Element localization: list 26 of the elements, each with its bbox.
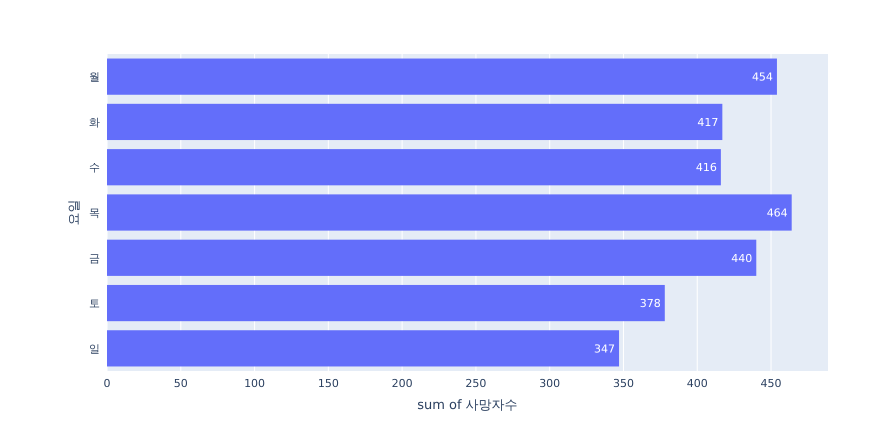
- data-label: 417: [697, 116, 718, 129]
- data-label: 454: [752, 70, 773, 84]
- data-label: 378: [640, 297, 661, 310]
- data-label: 347: [594, 342, 616, 356]
- x-axis-title: sum of 사망자수: [417, 398, 518, 413]
- x-tick-label: 300: [539, 377, 560, 390]
- x-tick-label: 200: [392, 377, 413, 390]
- x-tick-label: 350: [612, 377, 634, 390]
- y-tick-label: 월: [89, 70, 100, 84]
- x-tick-label: 250: [465, 377, 486, 390]
- x-tick-label: 100: [244, 377, 266, 390]
- x-tick-label: 450: [760, 377, 782, 390]
- y-tick-label: 토: [89, 297, 100, 310]
- y-tick-label: 일: [89, 342, 100, 356]
- y-tick-label: 화: [89, 116, 100, 129]
- y-tick-label: 금: [89, 252, 100, 265]
- y-tick-label: 수: [89, 161, 100, 174]
- x-tick-label: 150: [318, 377, 339, 390]
- x-tick-label: 400: [686, 377, 708, 390]
- data-label: 416: [696, 161, 717, 174]
- y-tick-label: 목: [89, 206, 100, 220]
- x-tick-label: 0: [104, 377, 110, 390]
- data-label: 440: [731, 252, 752, 265]
- x-tick-label: 50: [174, 377, 188, 390]
- y-axis-title: 요일: [67, 200, 82, 226]
- data-label: 464: [766, 206, 788, 220]
